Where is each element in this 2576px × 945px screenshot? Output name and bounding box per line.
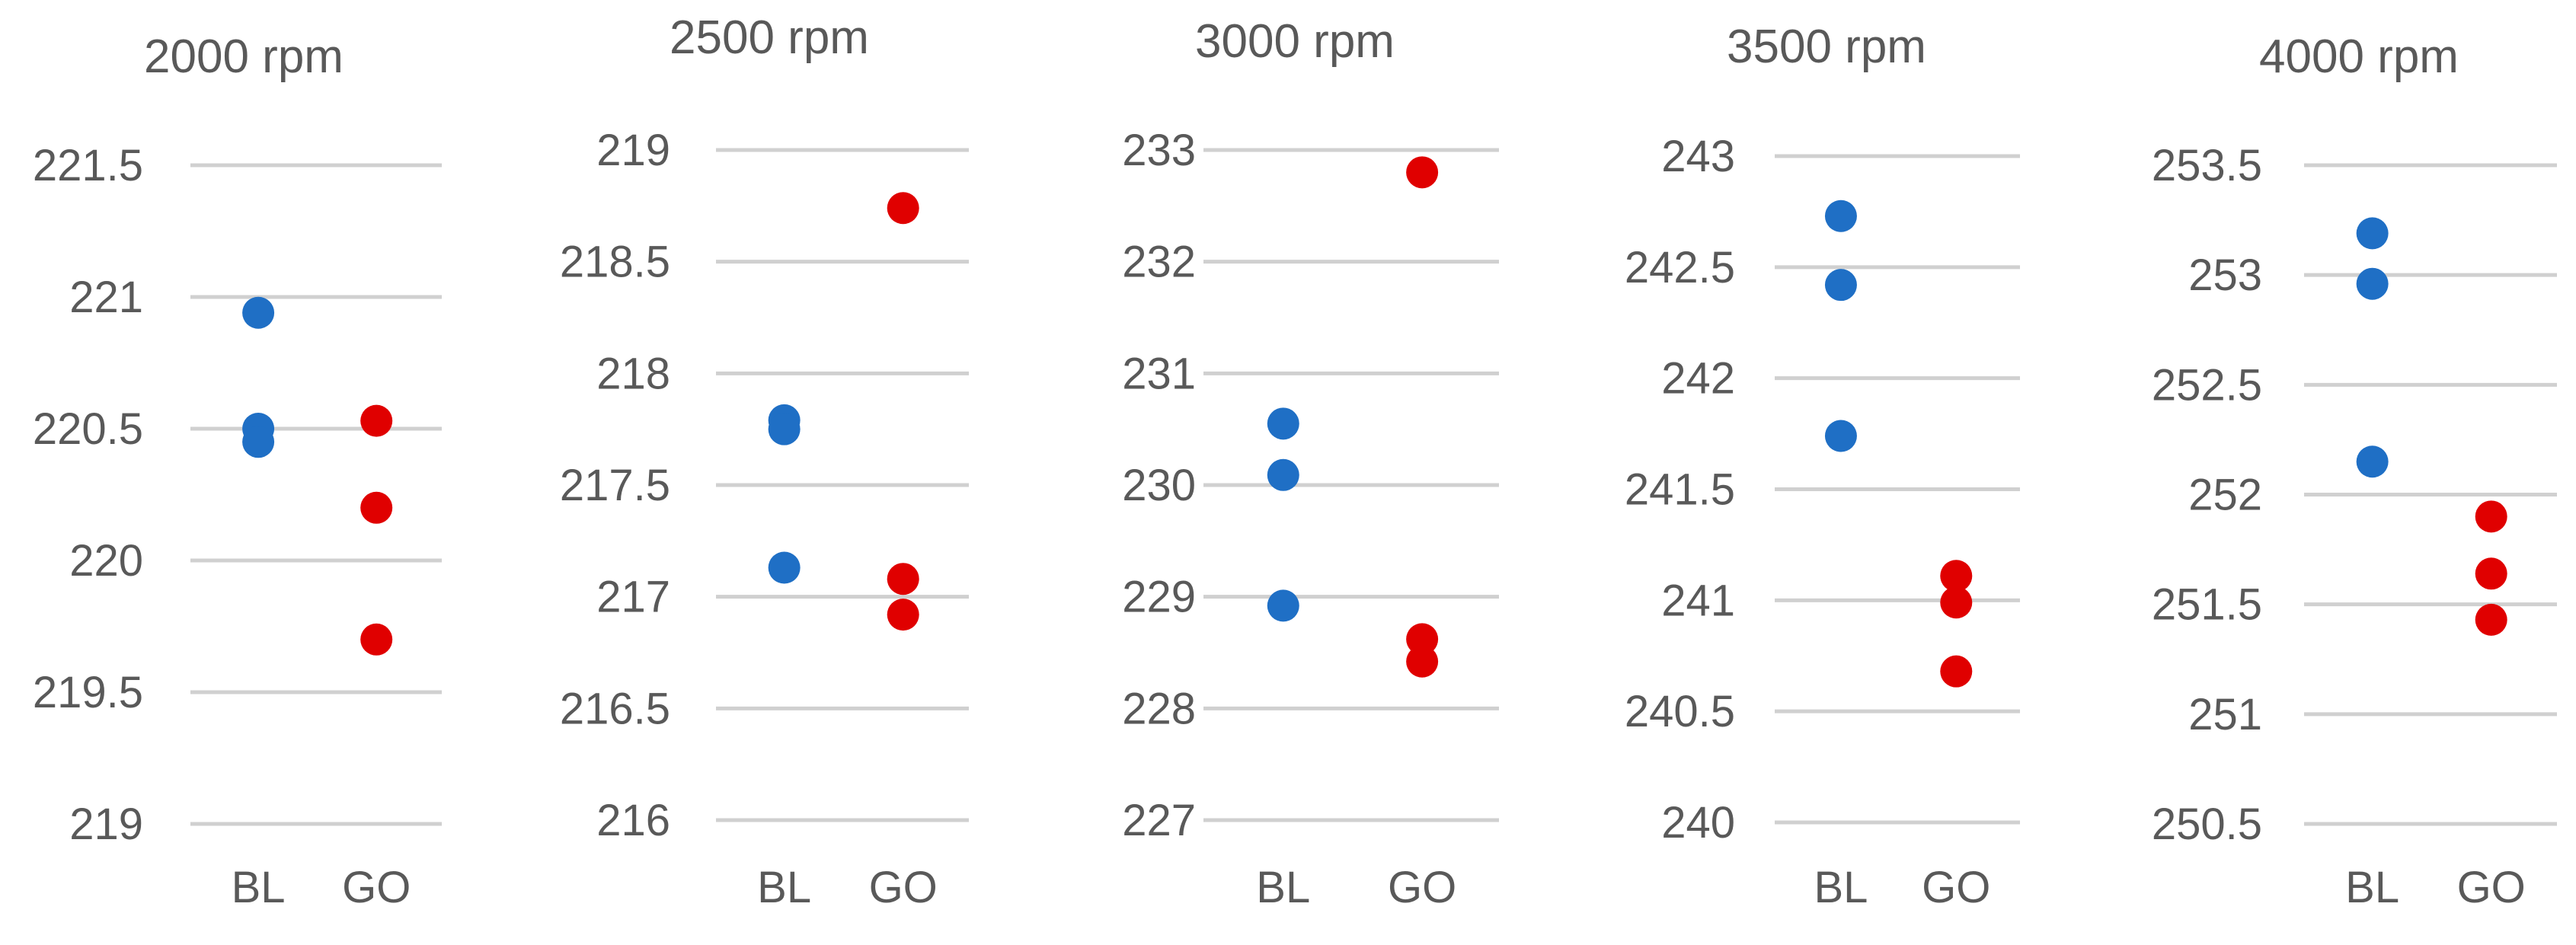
- y-tick-label: 217: [596, 573, 670, 622]
- y-tick-label: 220: [69, 536, 143, 586]
- chart-panel-3: 3000 rpm 227 228 229 230 231 232 233 BL GO: [1122, 15, 1499, 912]
- data-point-go: [887, 563, 919, 595]
- data-point-go: [1940, 560, 1973, 592]
- y-tick-label: 253: [2188, 251, 2262, 300]
- x-category-label: GO: [342, 863, 411, 912]
- data-point-go: [360, 491, 393, 524]
- panel-title: 3000 rpm: [1195, 15, 1395, 68]
- y-tick-label: 243: [1661, 132, 1735, 181]
- y-tick-label: 253.5: [2152, 141, 2262, 190]
- data-point-bl: [2356, 267, 2389, 300]
- chart-panel-2: 2500 rpm 216 216.5 217 217.5 218 218.5 219 BL GO: [560, 11, 969, 912]
- y-tick-label: 240.5: [1625, 687, 1735, 736]
- y-tick-label: 216.5: [560, 684, 670, 733]
- x-category-label: GO: [1388, 863, 1456, 912]
- y-tick-label: 242.5: [1625, 243, 1735, 292]
- y-tick-label: 219.5: [33, 668, 143, 717]
- y-tick-label: 221.5: [33, 141, 143, 190]
- y-tick-label: 219: [69, 800, 143, 849]
- data-point-go: [1406, 156, 1439, 189]
- data-point-bl: [768, 551, 801, 584]
- x-category-label: BL: [2345, 863, 2399, 912]
- chart-panel-1: 2000 rpm 219 219.5 220 220.5 221 221.5 BL GO: [33, 30, 442, 912]
- panel-title: 3500 rpm: [1727, 21, 1926, 73]
- data-point-bl: [2356, 217, 2389, 250]
- data-point-go: [1406, 623, 1439, 656]
- data-point-go: [2475, 603, 2507, 636]
- y-tick-label: 229: [1122, 573, 1196, 622]
- y-tick-label: 251: [2188, 690, 2262, 739]
- panel-title: 2500 rpm: [670, 11, 869, 64]
- data-point-bl: [2356, 445, 2389, 478]
- y-tick-label: 232: [1122, 238, 1196, 287]
- y-tick-label: 231: [1122, 349, 1196, 398]
- x-category-label: GO: [1922, 863, 1990, 912]
- y-tick-label: 228: [1122, 684, 1196, 733]
- y-tick-label: 218.5: [560, 238, 670, 287]
- y-tick-label: 227: [1122, 796, 1196, 845]
- data-point-bl: [242, 296, 275, 329]
- data-point-bl: [768, 413, 801, 445]
- data-point-bl: [1824, 200, 1857, 232]
- y-tick-label: 241.5: [1625, 465, 1735, 515]
- y-tick-label: 221: [69, 273, 143, 322]
- x-category-label: GO: [2457, 863, 2526, 912]
- y-tick-label: 251.5: [2152, 580, 2262, 630]
- panel-title: 4000 rpm: [2259, 30, 2459, 83]
- data-point-go: [360, 623, 393, 656]
- data-point-bl: [1267, 407, 1299, 440]
- y-tick-label: 233: [1122, 126, 1196, 175]
- y-tick-label: 216: [596, 796, 670, 845]
- y-tick-label: 240: [1661, 798, 1735, 848]
- y-tick-label: 217.5: [560, 461, 670, 510]
- x-category-label: BL: [1256, 863, 1310, 912]
- data-point-go: [1406, 645, 1439, 678]
- data-point-go: [2475, 500, 2507, 533]
- chart-panel-5: 4000 rpm 250.5 251 251.5 252 252.5 253 253.5 BL G…: [2152, 30, 2557, 912]
- data-point-go: [2475, 557, 2507, 590]
- x-category-label: BL: [1814, 863, 1868, 912]
- data-point-go: [887, 192, 919, 225]
- chart-panel-4: 3500 rpm 240 240.5 241 241.5 242 242.5 243 BL GO: [1625, 21, 2020, 912]
- y-tick-label: 230: [1122, 461, 1196, 510]
- x-category-label: BL: [757, 863, 811, 912]
- panel-title: 2000 rpm: [144, 30, 344, 83]
- y-tick-label: 242: [1661, 354, 1735, 404]
- y-tick-label: 252: [2188, 471, 2262, 520]
- data-point-bl: [1267, 589, 1299, 622]
- y-tick-label: 219: [596, 126, 670, 175]
- y-tick-label: 252.5: [2152, 360, 2262, 410]
- data-point-bl: [242, 426, 275, 458]
- data-point-bl: [1267, 458, 1299, 491]
- data-point-go: [887, 599, 919, 631]
- data-point-go: [1940, 586, 1973, 619]
- y-tick-label: 220.5: [33, 404, 143, 454]
- data-point-bl: [1824, 269, 1857, 302]
- x-category-label: GO: [869, 863, 938, 912]
- x-category-label: BL: [232, 863, 286, 912]
- data-point-go: [1940, 655, 1973, 688]
- y-tick-label: 218: [596, 349, 670, 398]
- y-tick-label: 250.5: [2152, 800, 2262, 849]
- data-point-go: [360, 404, 393, 437]
- data-point-bl: [1824, 420, 1857, 452]
- y-tick-label: 241: [1661, 576, 1735, 625]
